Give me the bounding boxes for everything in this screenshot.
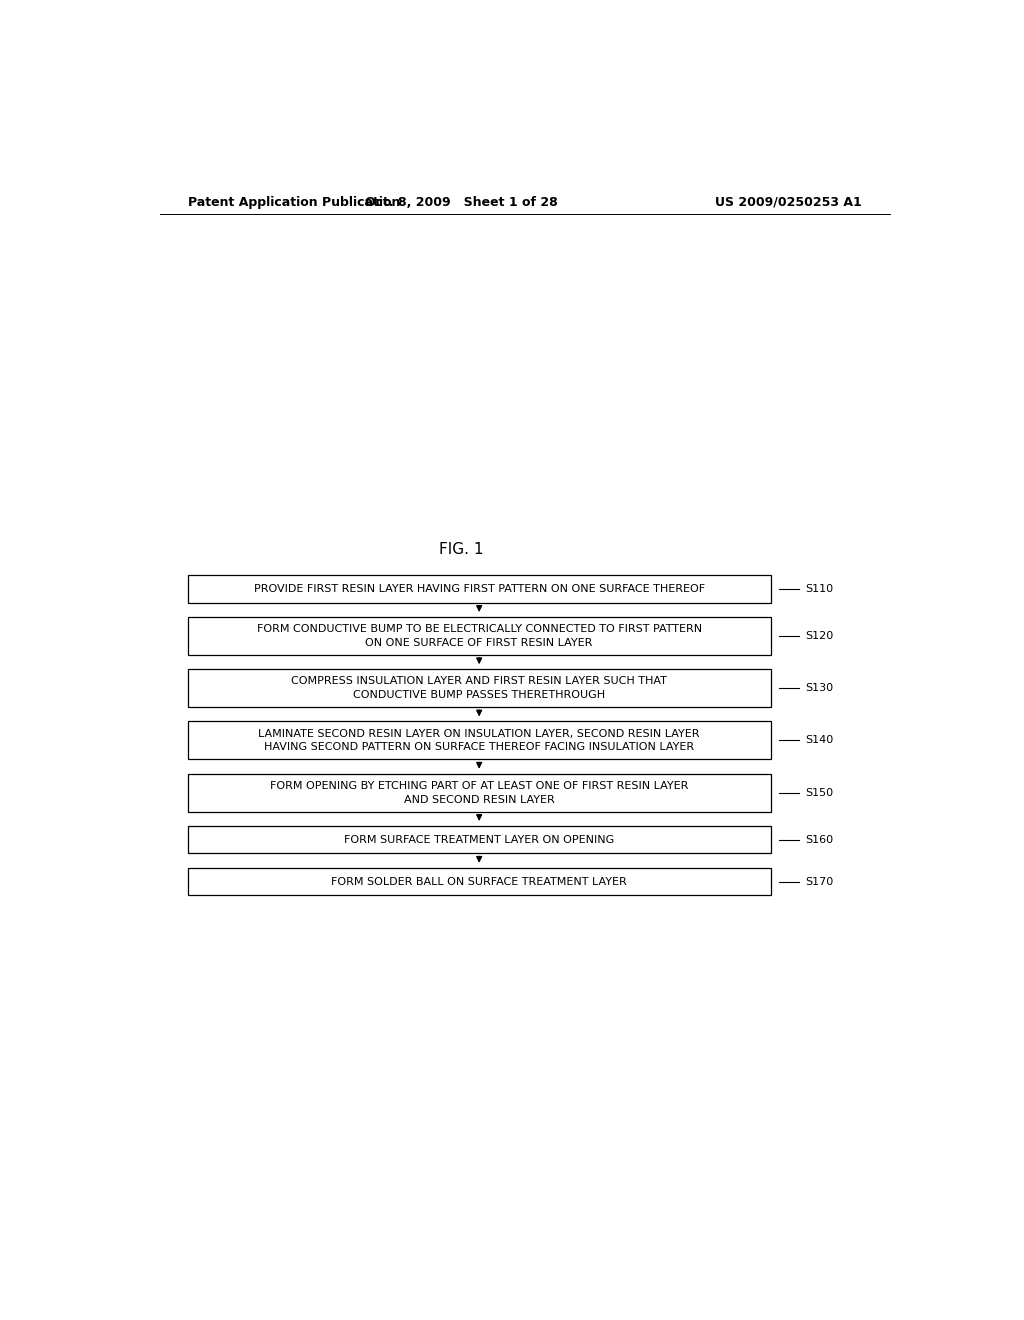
Text: S160: S160 [805, 834, 834, 845]
Text: LAMINATE SECOND RESIN LAYER ON INSULATION LAYER, SECOND RESIN LAYER: LAMINATE SECOND RESIN LAYER ON INSULATIO… [258, 729, 700, 739]
Text: S130: S130 [805, 684, 834, 693]
Text: PROVIDE FIRST RESIN LAYER HAVING FIRST PATTERN ON ONE SURFACE THEREOF: PROVIDE FIRST RESIN LAYER HAVING FIRST P… [254, 583, 705, 594]
Bar [187, 576, 771, 603]
Text: Oct. 8, 2009   Sheet 1 of 28: Oct. 8, 2009 Sheet 1 of 28 [365, 195, 558, 209]
Bar [187, 669, 771, 708]
Bar [187, 722, 771, 759]
Text: ON ONE SURFACE OF FIRST RESIN LAYER: ON ONE SURFACE OF FIRST RESIN LAYER [366, 638, 593, 648]
Bar [187, 867, 771, 895]
Text: COMPRESS INSULATION LAYER AND FIRST RESIN LAYER SUCH THAT: COMPRESS INSULATION LAYER AND FIRST RESI… [291, 676, 667, 686]
Text: HAVING SECOND PATTERN ON SURFACE THEREOF FACING INSULATION LAYER: HAVING SECOND PATTERN ON SURFACE THEREOF… [264, 742, 694, 752]
Text: S110: S110 [805, 583, 834, 594]
Text: AND SECOND RESIN LAYER: AND SECOND RESIN LAYER [403, 795, 555, 804]
Text: Patent Application Publication: Patent Application Publication [187, 195, 400, 209]
Text: S120: S120 [805, 631, 834, 642]
Text: CONDUCTIVE BUMP PASSES THERETHROUGH: CONDUCTIVE BUMP PASSES THERETHROUGH [353, 690, 605, 700]
Bar [187, 616, 771, 655]
Text: FORM OPENING BY ETCHING PART OF AT LEAST ONE OF FIRST RESIN LAYER: FORM OPENING BY ETCHING PART OF AT LEAST… [270, 781, 688, 791]
Text: S150: S150 [805, 788, 834, 797]
Bar [187, 774, 771, 812]
Text: FORM SOLDER BALL ON SURFACE TREATMENT LAYER: FORM SOLDER BALL ON SURFACE TREATMENT LA… [332, 876, 627, 887]
Text: S140: S140 [805, 735, 834, 746]
Text: S170: S170 [805, 876, 834, 887]
Text: FORM SURFACE TREATMENT LAYER ON OPENING: FORM SURFACE TREATMENT LAYER ON OPENING [344, 834, 614, 845]
Bar [187, 826, 771, 854]
Text: US 2009/0250253 A1: US 2009/0250253 A1 [716, 195, 862, 209]
Text: FIG. 1: FIG. 1 [439, 543, 483, 557]
Text: FORM CONDUCTIVE BUMP TO BE ELECTRICALLY CONNECTED TO FIRST PATTERN: FORM CONDUCTIVE BUMP TO BE ELECTRICALLY … [257, 624, 701, 634]
